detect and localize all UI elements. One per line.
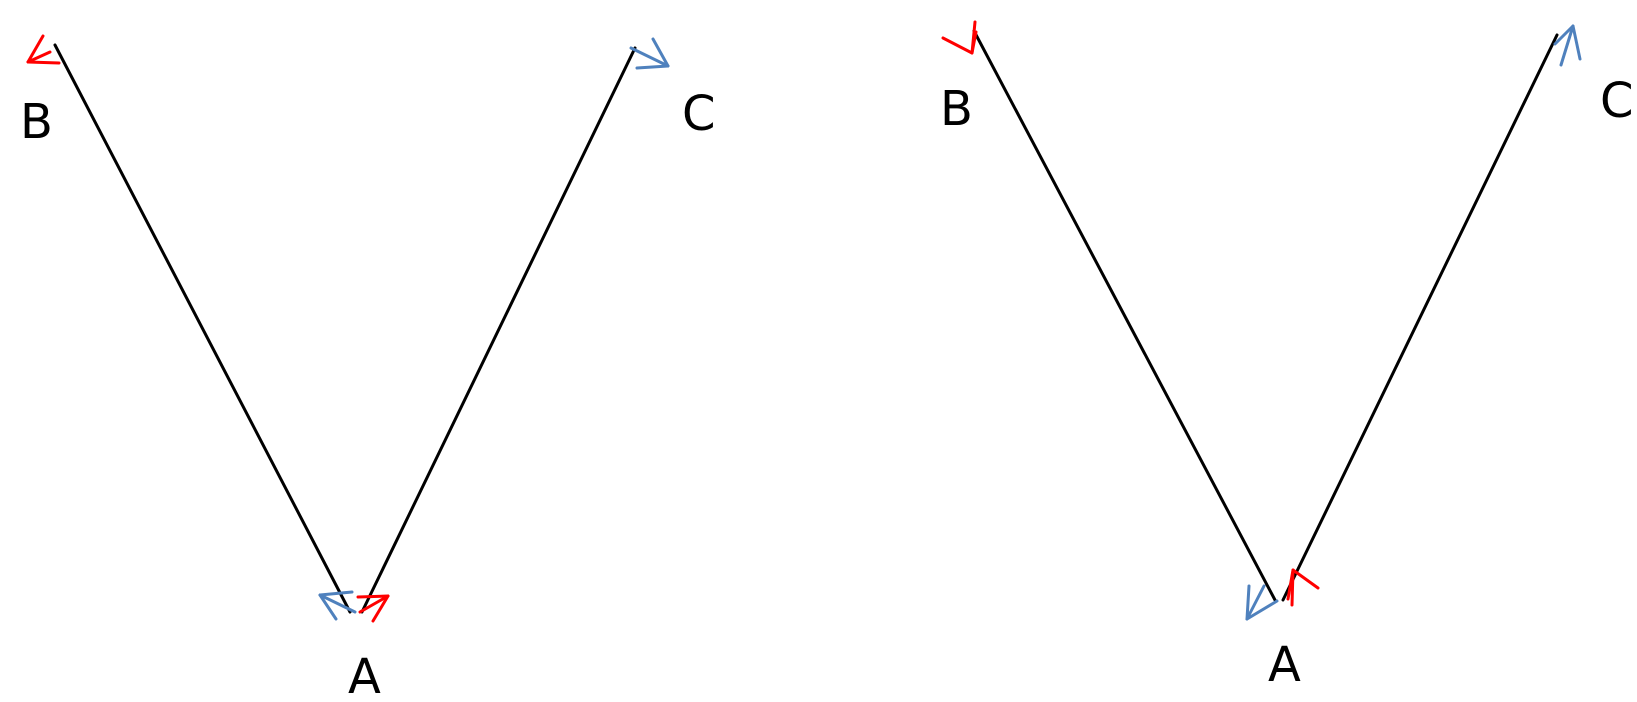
left-c-blue-arrow-icon xyxy=(629,37,670,70)
right-edge-ab xyxy=(972,29,1277,602)
right-b-red-arrow-icon xyxy=(941,20,978,55)
right-c-blue-arrow-icon xyxy=(1553,24,1582,67)
left-a-red-arrow-icon xyxy=(356,594,390,623)
right-vertex-label-b: B xyxy=(940,81,973,137)
left-b-red-arrow-icon xyxy=(26,34,61,65)
right-diagram: B C A xyxy=(940,20,1634,693)
left-vertex-label-b: B xyxy=(20,94,53,150)
left-edge-ac xyxy=(360,46,637,614)
left-a-blue-arrow-icon xyxy=(318,590,357,621)
right-edge-ac xyxy=(1281,33,1559,602)
right-a-red-arrow-icon xyxy=(1286,568,1320,607)
left-vertex-label-c: C xyxy=(682,86,716,142)
left-diagram: B C A xyxy=(20,34,716,702)
left-vertex-label-a: A xyxy=(348,649,381,702)
right-vertex-label-c: C xyxy=(1600,73,1634,129)
left-edge-ab xyxy=(53,43,352,614)
right-a-blue-arrow-icon xyxy=(1245,584,1279,621)
right-vertex-label-a: A xyxy=(1268,637,1301,693)
